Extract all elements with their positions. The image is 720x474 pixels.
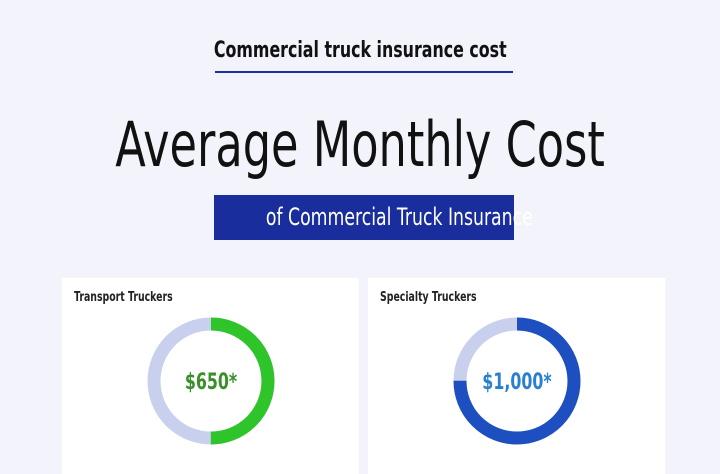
donut-value-label: $1,000* [482, 368, 551, 394]
donut-fill-arc [147, 317, 275, 445]
subtitle: Commercial truck insurance cost [213, 38, 507, 63]
donut-specialty: $1,000* [453, 317, 581, 445]
page-title: Average Monthly Cost [115, 108, 605, 181]
donut-fill-arc [453, 317, 581, 445]
card-transport: Transport Truckers $650* [62, 278, 359, 474]
card-title: Transport Truckers [74, 290, 173, 305]
donut-value-label: $650* [185, 368, 237, 394]
donut-transport: $650* [147, 317, 275, 445]
subtitle-underline [215, 71, 513, 73]
card-specialty: Specialty Truckers $1,000* [368, 278, 665, 474]
title-band: of Commercial Truck Insurance [214, 195, 533, 240]
card-title: Specialty Truckers [380, 290, 477, 305]
